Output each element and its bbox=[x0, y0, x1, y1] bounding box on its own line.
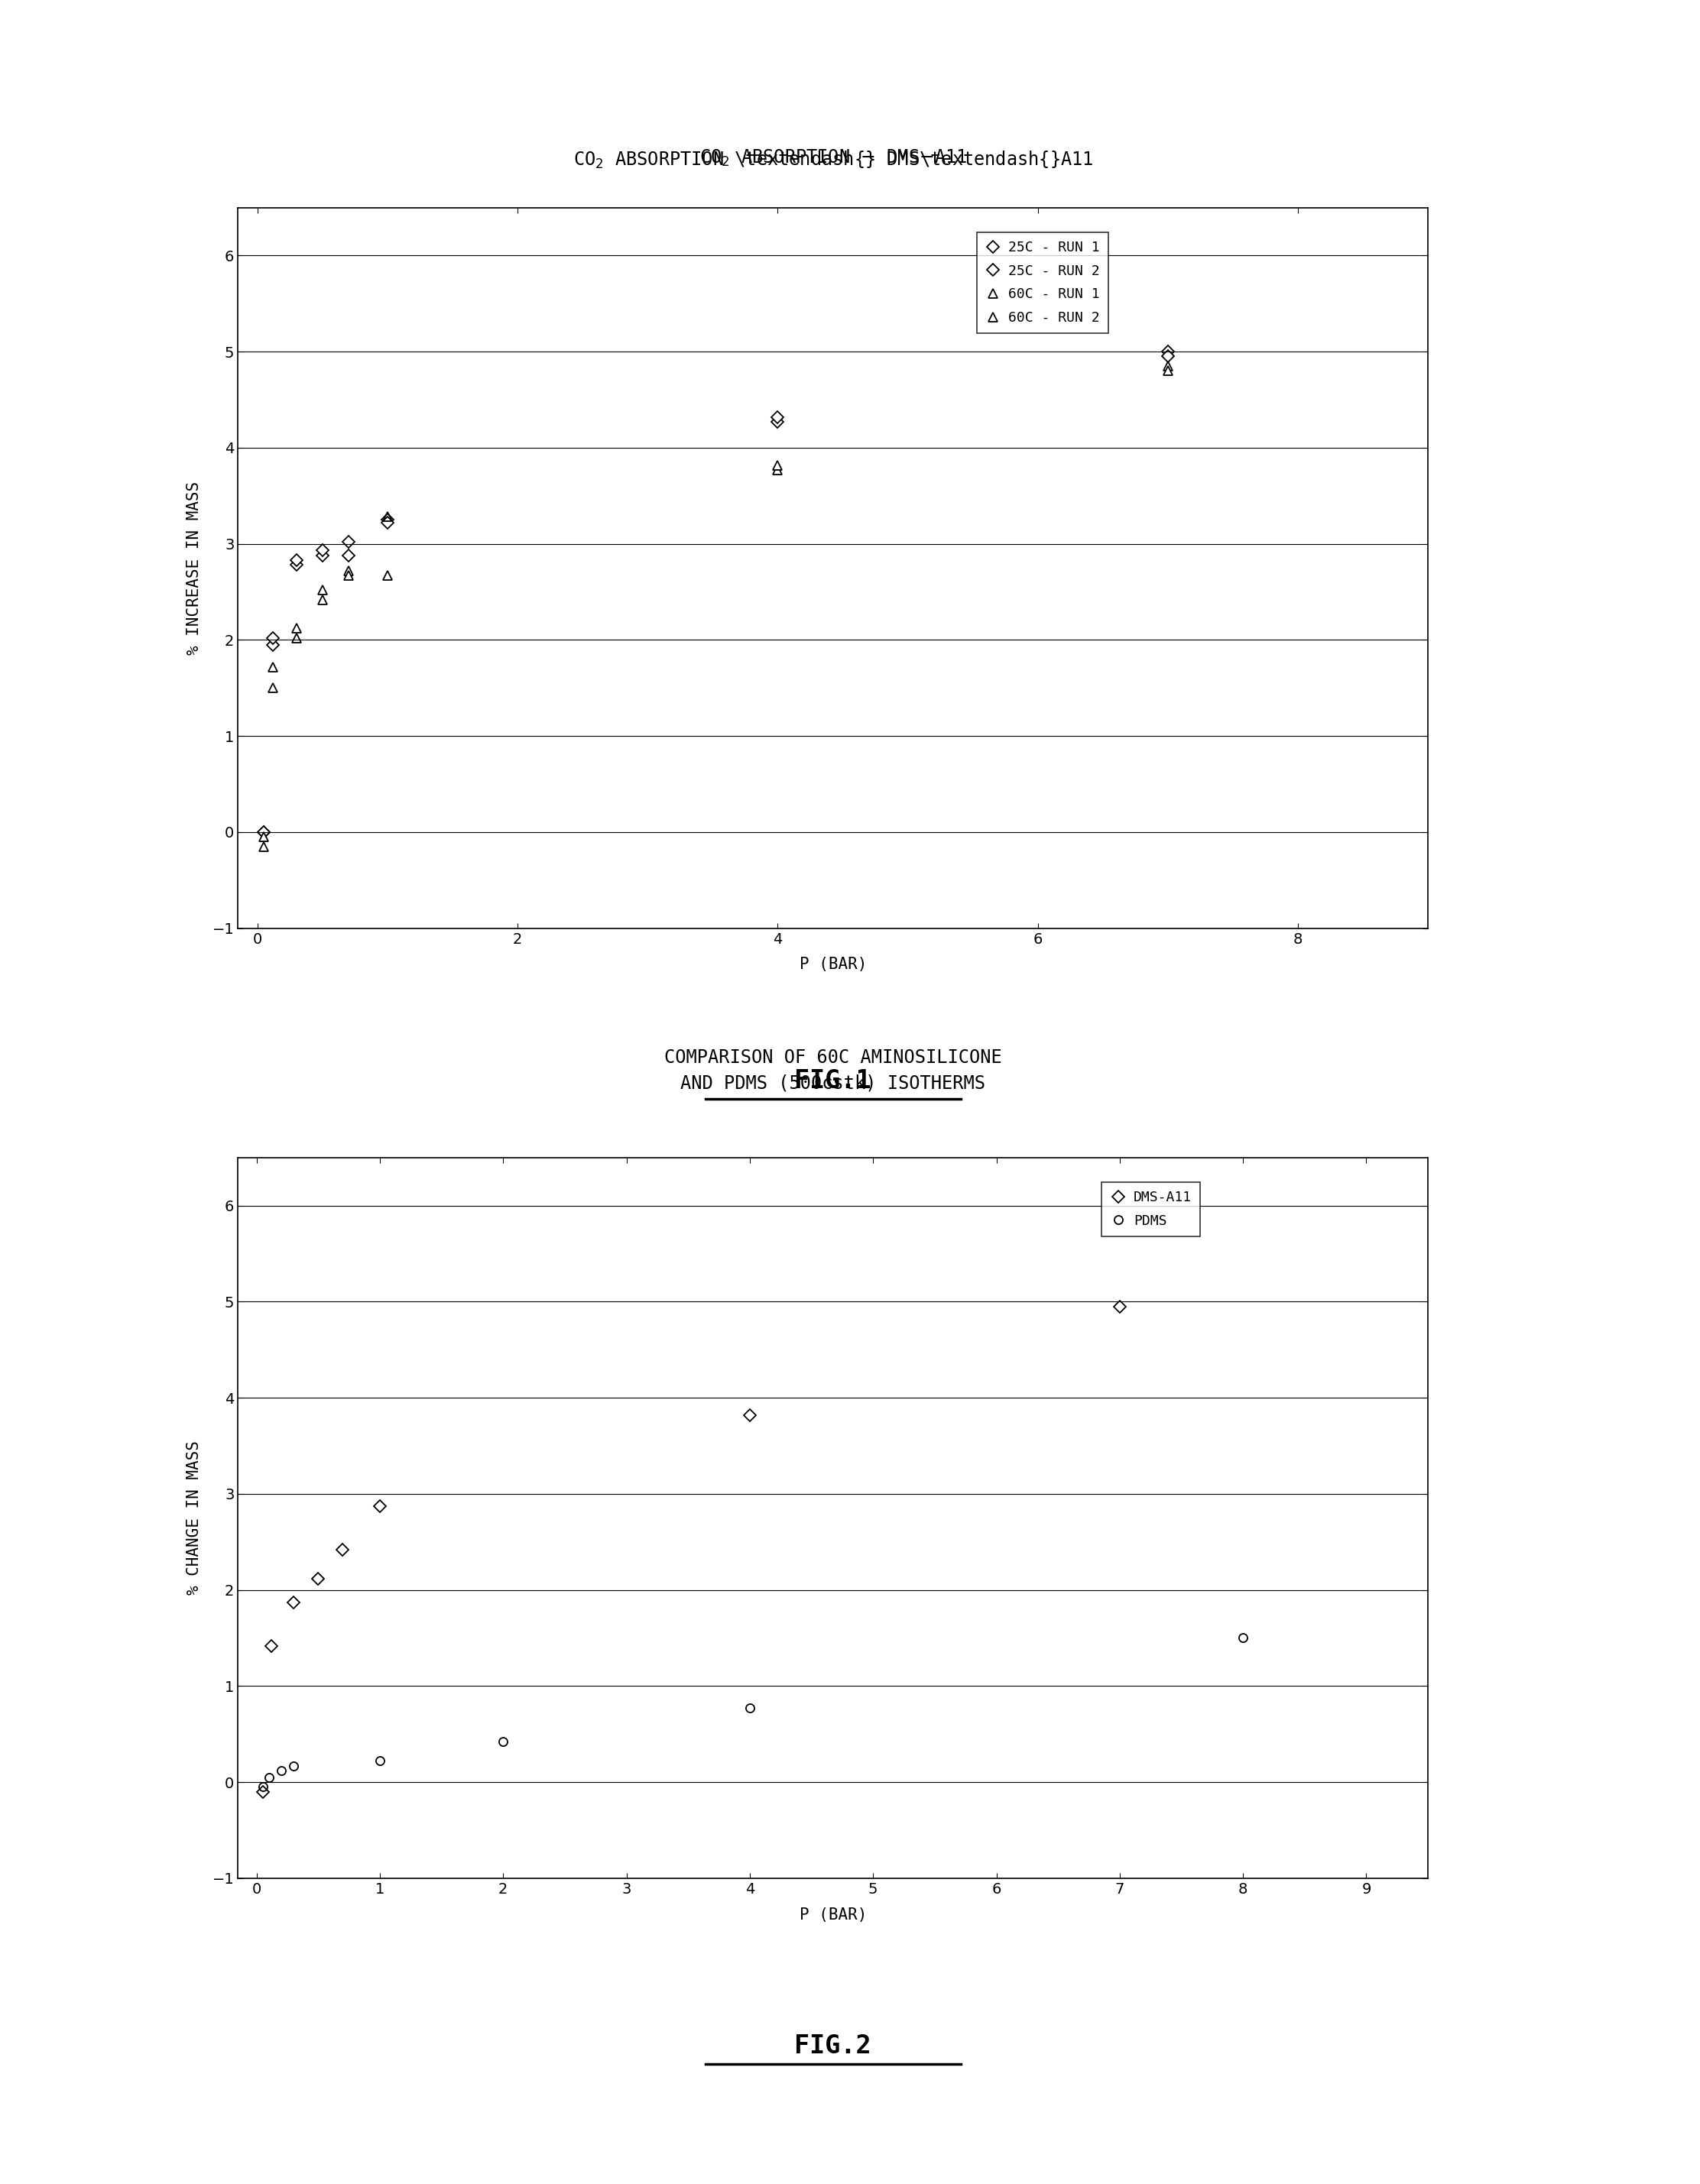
25C - RUN 2 bbox=[286, 546, 306, 572]
60C - RUN 2 bbox=[1158, 358, 1178, 384]
DMS-A11 bbox=[262, 1634, 282, 1660]
X-axis label: P (BAR): P (BAR) bbox=[799, 1907, 867, 1922]
PDMS bbox=[253, 1773, 274, 1800]
PDMS bbox=[284, 1754, 304, 1780]
X-axis label: P (BAR): P (BAR) bbox=[799, 957, 867, 972]
PDMS bbox=[1232, 1625, 1253, 1651]
Line: 60C - RUN 2: 60C - RUN 2 bbox=[260, 367, 1171, 841]
60C - RUN 2 bbox=[338, 563, 359, 590]
PDMS bbox=[270, 1758, 291, 1784]
Legend: 25C - RUN 1, 25C - RUN 2, 60C - RUN 1, 60C - RUN 2: 25C - RUN 1, 25C - RUN 2, 60C - RUN 1, 6… bbox=[978, 232, 1108, 332]
25C - RUN 1 bbox=[1158, 339, 1178, 365]
Line: DMS-A11: DMS-A11 bbox=[258, 1302, 1124, 1795]
DMS-A11 bbox=[284, 1590, 304, 1616]
Y-axis label: % CHANGE IN MASS: % CHANGE IN MASS bbox=[187, 1441, 202, 1594]
DMS-A11 bbox=[333, 1538, 354, 1564]
60C - RUN 1 bbox=[264, 675, 284, 701]
25C - RUN 1 bbox=[286, 553, 306, 579]
25C - RUN 1 bbox=[253, 819, 274, 845]
25C - RUN 2 bbox=[338, 542, 359, 568]
DMS-A11 bbox=[1110, 1293, 1131, 1319]
DMS-A11 bbox=[369, 1494, 389, 1520]
60C - RUN 1 bbox=[1158, 354, 1178, 380]
PDMS bbox=[258, 1765, 279, 1791]
60C - RUN 2 bbox=[377, 563, 398, 590]
60C - RUN 1 bbox=[253, 834, 274, 860]
25C - RUN 1 bbox=[767, 408, 787, 435]
Legend: DMS-A11, PDMS: DMS-A11, PDMS bbox=[1102, 1182, 1200, 1236]
60C - RUN 1 bbox=[377, 505, 398, 531]
25C - RUN 1 bbox=[264, 631, 284, 657]
Y-axis label: % INCREASE IN MASS: % INCREASE IN MASS bbox=[187, 480, 202, 655]
Text: FIG.1: FIG.1 bbox=[794, 1068, 872, 1094]
25C - RUN 2 bbox=[1158, 343, 1178, 369]
PDMS bbox=[493, 1730, 513, 1756]
Line: PDMS: PDMS bbox=[258, 1634, 1248, 1791]
25C - RUN 1 bbox=[338, 529, 359, 555]
60C - RUN 2 bbox=[286, 616, 306, 642]
25C - RUN 2 bbox=[767, 404, 787, 430]
60C - RUN 1 bbox=[313, 587, 333, 614]
60C - RUN 2 bbox=[264, 653, 284, 679]
Line: 25C - RUN 1: 25C - RUN 1 bbox=[260, 347, 1171, 836]
60C - RUN 1 bbox=[286, 625, 306, 651]
Line: 25C - RUN 2: 25C - RUN 2 bbox=[260, 352, 1171, 836]
PDMS bbox=[740, 1695, 760, 1721]
60C - RUN 1 bbox=[767, 456, 787, 483]
25C - RUN 2 bbox=[313, 537, 333, 563]
25C - RUN 2 bbox=[264, 625, 284, 651]
25C - RUN 2 bbox=[253, 819, 274, 845]
DMS-A11 bbox=[253, 1778, 274, 1804]
60C - RUN 2 bbox=[313, 577, 333, 603]
PDMS bbox=[369, 1747, 389, 1773]
DMS-A11 bbox=[740, 1402, 760, 1428]
DMS-A11 bbox=[308, 1566, 328, 1592]
Text: COMPARISON OF 60C AMINOSILICONE
AND PDMS (500cstk) ISOTHERMS: COMPARISON OF 60C AMINOSILICONE AND PDMS… bbox=[665, 1048, 1001, 1092]
Text: CO$_2$ ABSORPTION $-$ DMS$-$A11: CO$_2$ ABSORPTION $-$ DMS$-$A11 bbox=[699, 149, 967, 168]
25C - RUN 1 bbox=[377, 507, 398, 533]
60C - RUN 1 bbox=[338, 557, 359, 583]
Text: FIG.2: FIG.2 bbox=[794, 2033, 872, 2060]
Text: CO$_2$ ABSORPTION \textendash{} DMS\textendash{}A11: CO$_2$ ABSORPTION \textendash{} DMS\text… bbox=[573, 149, 1093, 170]
25C - RUN 1 bbox=[313, 542, 333, 568]
25C - RUN 2 bbox=[377, 509, 398, 535]
Line: 60C - RUN 1: 60C - RUN 1 bbox=[260, 363, 1171, 852]
60C - RUN 2 bbox=[253, 823, 274, 850]
60C - RUN 2 bbox=[767, 452, 787, 478]
